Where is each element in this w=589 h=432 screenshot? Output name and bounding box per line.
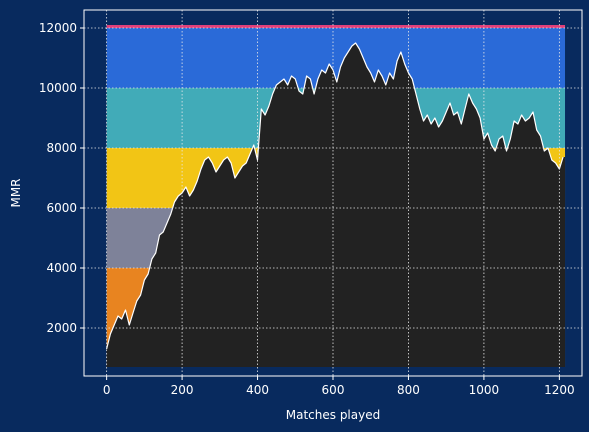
x-tick-label: 0 xyxy=(103,383,111,397)
y-tick-label: 6000 xyxy=(46,201,77,215)
x-tick-label: 400 xyxy=(246,383,269,397)
y-tick-label: 12000 xyxy=(39,21,77,35)
x-tick-label: 800 xyxy=(397,383,420,397)
mmr-area xyxy=(106,42,566,367)
x-tick-label: 1000 xyxy=(469,383,500,397)
y-tick-label: 10000 xyxy=(39,81,77,95)
x-tick-label: 600 xyxy=(322,383,345,397)
x-tick-label: 200 xyxy=(171,383,194,397)
mmr-area-fill xyxy=(106,43,566,367)
y-tick-label: 2000 xyxy=(46,321,77,335)
mmr-line xyxy=(106,42,564,350)
x-tick-label: 1200 xyxy=(544,383,575,397)
x-axis-label: Matches played xyxy=(286,408,380,422)
y-tick-label: 8000 xyxy=(46,141,77,155)
y-axis-ticks: 2000 4000 6000 8000 10000 12000 xyxy=(39,21,84,335)
x-axis-ticks: 0 200 400 600 800 1000 1200 xyxy=(103,376,575,397)
grid-lines xyxy=(84,10,582,376)
y-tick-label: 4000 xyxy=(46,261,77,275)
y-axis-label: MMR xyxy=(9,178,23,207)
